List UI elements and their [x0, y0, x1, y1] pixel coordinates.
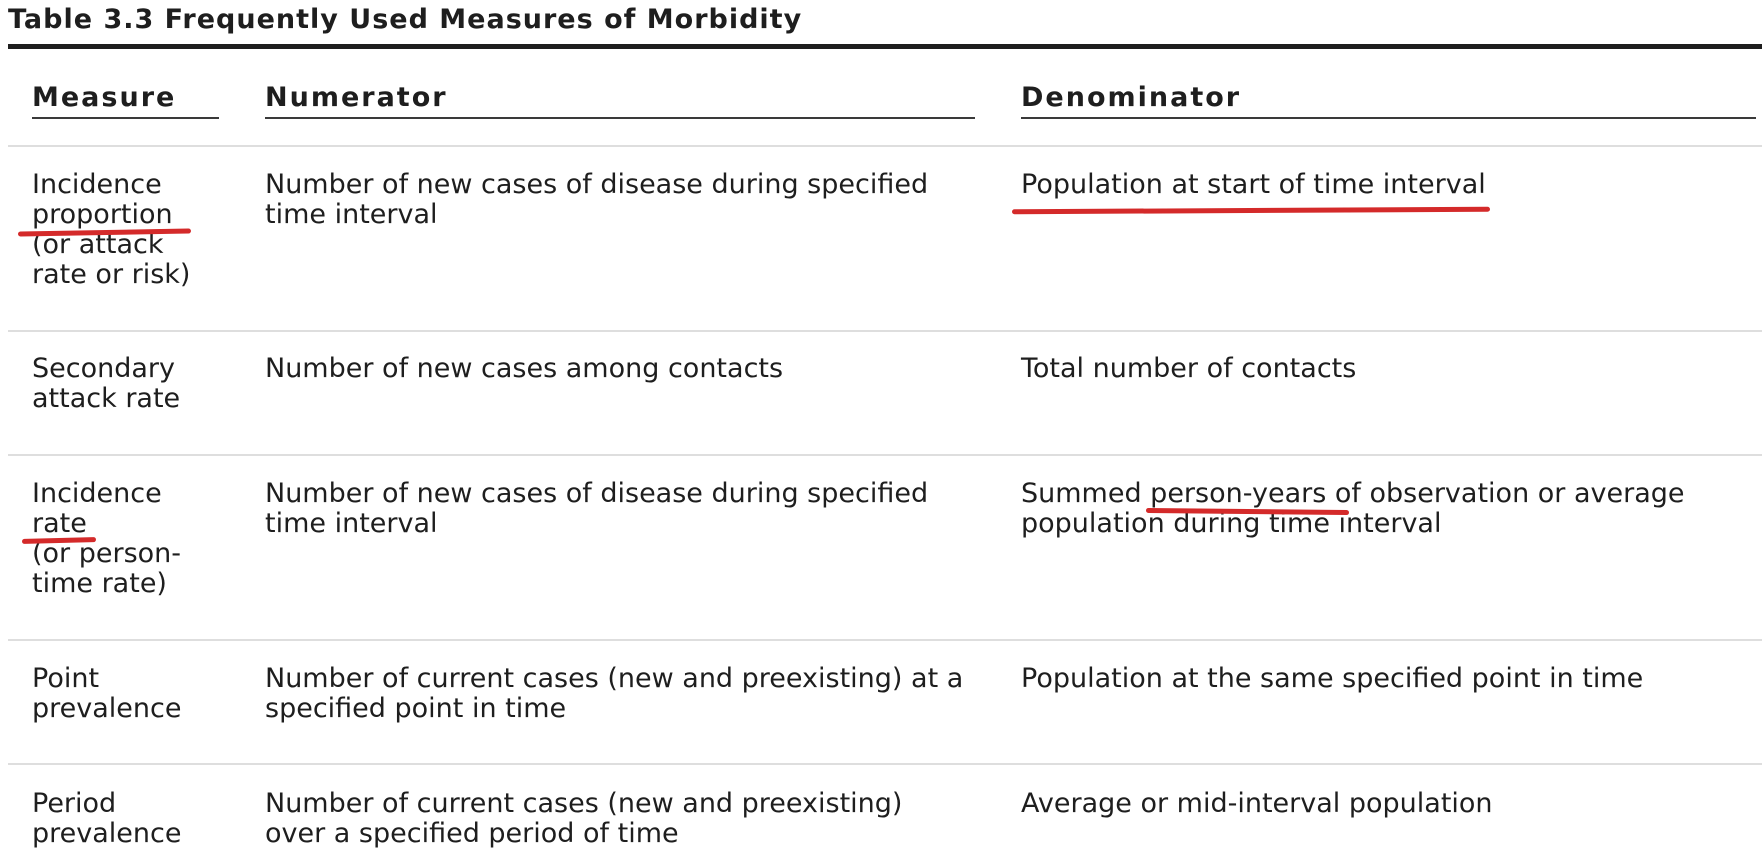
row-divider: [8, 763, 1762, 765]
header-numerator: Numerator: [265, 82, 448, 113]
row-divider: [8, 639, 1762, 641]
row-divider: [8, 145, 1762, 147]
cell-numerator: Number of current cases (new and preexis…: [265, 788, 903, 849]
cell-denominator: Average or mid-interval population: [1021, 788, 1493, 819]
header-measure-rule: [32, 117, 219, 119]
cell-measure: Point prevalence: [32, 663, 182, 724]
title-rule: [8, 44, 1762, 49]
red-underline-mark: [1011, 206, 1491, 215]
cell-denominator: Population at start of time interval: [1021, 169, 1486, 200]
header-numerator-rule: [265, 117, 975, 119]
cell-denominator: Population at the same specified point i…: [1021, 663, 1644, 694]
cell-numerator: Number of new cases of disease during sp…: [265, 478, 929, 539]
cell-denominator: Total number of contacts: [1021, 353, 1357, 384]
cell-numerator: Number of new cases of disease during sp…: [265, 169, 929, 230]
row-divider: [8, 454, 1762, 456]
cell-denominator: Summed person-years of observation or av…: [1021, 478, 1685, 539]
cell-numerator: Number of new cases among contacts: [265, 353, 784, 384]
row-divider: [8, 330, 1762, 332]
header-measure: Measure: [32, 82, 177, 113]
header-denominator: Denominator: [1021, 82, 1242, 113]
cell-measure: Period prevalence: [32, 788, 182, 849]
header-denominator-rule: [1021, 117, 1756, 119]
table-title: Table 3.3 Frequently Used Measures of Mo…: [8, 4, 803, 35]
cell-measure: Incidence rate (or person- time rate): [32, 478, 182, 599]
cell-numerator: Number of current cases (new and preexis…: [265, 663, 964, 724]
cell-measure: Secondary attack rate: [32, 353, 181, 414]
